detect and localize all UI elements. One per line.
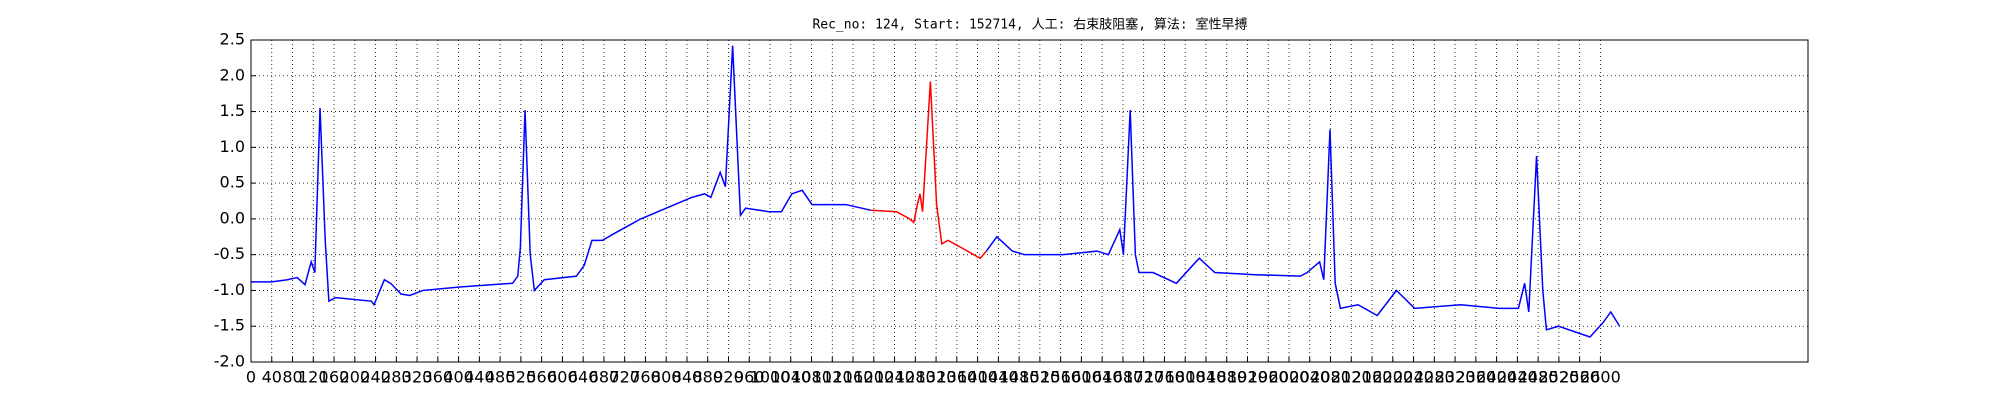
x-tick-label: 1720 (1123, 368, 1164, 387)
x-tick-label: 1200 (853, 368, 894, 387)
x-tick-label: 1760 (1144, 368, 1185, 387)
x-tick-label: 720 (609, 368, 640, 387)
x-tick-label: 2080 (1310, 368, 1351, 387)
x-tick-label: 2000 (1269, 368, 1310, 387)
x-tick-label: 160 (319, 368, 350, 387)
ecg-line (871, 81, 987, 260)
x-tick-label: 960 (734, 368, 765, 387)
x-tick-label: 0 (246, 368, 256, 387)
y-tick-label: -0.5 (214, 244, 245, 263)
y-tick-label: 0.5 (220, 173, 245, 192)
x-tick-label: 320 (402, 368, 433, 387)
x-tick-label: 1080 (791, 368, 832, 387)
x-tick-label: 200 (340, 368, 371, 387)
y-tick-label: 1.0 (220, 137, 245, 156)
x-tick-label: 840 (672, 368, 703, 387)
x-tick-label: 920 (713, 368, 744, 387)
x-tick-label: 440 (464, 368, 495, 387)
x-tick-label: 120 (298, 368, 329, 387)
x-tick-label: 1240 (874, 368, 915, 387)
x-tick-label: 2440 (1497, 368, 1538, 387)
x-tick-label: 1040 (770, 368, 811, 387)
y-tick-label: -1.5 (214, 316, 245, 335)
x-tick-label: 1840 (1186, 368, 1227, 387)
x-tick-label: 2560 (1559, 368, 1600, 387)
y-tick-label: 1.5 (220, 101, 245, 120)
x-tick-label: 240 (360, 368, 391, 387)
x-tick-label: 80 (282, 368, 302, 387)
x-tick-label: 600 (547, 368, 578, 387)
x-tick-label: 1800 (1165, 368, 1206, 387)
x-tick-label: 1000 (750, 368, 791, 387)
x-tick-label: 2120 (1331, 368, 1372, 387)
x-tick-label: 2160 (1352, 368, 1393, 387)
x-tick-label: 880 (692, 368, 723, 387)
x-tick-label: 640 (568, 368, 599, 387)
x-tick-label: 2200 (1372, 368, 1413, 387)
x-tick-label: 1480 (999, 368, 1040, 387)
y-tick-label: 2.5 (220, 30, 245, 49)
chart-title: Rec_no: 124, Start: 152714, 人工: 右束肢阻塞, 算… (812, 17, 1247, 33)
x-tick-label: 2240 (1393, 368, 1434, 387)
x-tick-label: 1280 (895, 368, 936, 387)
x-tick-label: 680 (589, 368, 620, 387)
x-tick-label: 1960 (1248, 368, 1289, 387)
x-tick-label: 2480 (1518, 368, 1559, 387)
x-tick-label: 360 (423, 368, 454, 387)
x-tick-label: 2320 (1435, 368, 1476, 387)
x-tick-label: 1600 (1061, 368, 1102, 387)
x-tick-label: 520 (506, 368, 537, 387)
x-tick-label: 760 (630, 368, 661, 387)
x-tick-label: 2600 (1580, 368, 1621, 387)
x-tick-label: 40 (262, 368, 282, 387)
x-tick-label: 1640 (1082, 368, 1123, 387)
plot-frame (250, 39, 1809, 363)
y-tick-label: -2.0 (214, 352, 245, 371)
x-tick-label: 280 (381, 368, 412, 387)
x-tick-label: 1920 (1227, 368, 1268, 387)
x-tick-label: 2360 (1455, 368, 1496, 387)
x-tick-label: 800 (651, 368, 682, 387)
x-tick-label: 2400 (1476, 368, 1517, 387)
y-tick-label: 0.0 (220, 208, 245, 227)
x-tick-label: 1360 (936, 368, 977, 387)
x-tick-label: 1880 (1206, 368, 1247, 387)
ecg-line (251, 45, 1621, 338)
x-tick-label: 1160 (833, 368, 874, 387)
y-tick-label: 2.0 (220, 65, 245, 84)
x-tick-label: 2280 (1414, 368, 1455, 387)
x-tick-label: 1680 (1103, 368, 1144, 387)
x-tick-label: 2520 (1539, 368, 1580, 387)
x-tick-label: 1560 (1040, 368, 1081, 387)
y-tick-label: -1.0 (214, 280, 245, 299)
x-tick-label: 1400 (957, 368, 998, 387)
x-tick-label: 400 (443, 368, 474, 387)
x-tick-label: 560 (526, 368, 557, 387)
x-tick-label: 480 (485, 368, 516, 387)
x-tick-label: 2040 (1289, 368, 1330, 387)
x-tick-label: 1120 (812, 368, 853, 387)
x-tick-label: 1320 (916, 368, 957, 387)
x-tick-label: 1520 (1020, 368, 1061, 387)
x-tick-label: 1440 (978, 368, 1019, 387)
